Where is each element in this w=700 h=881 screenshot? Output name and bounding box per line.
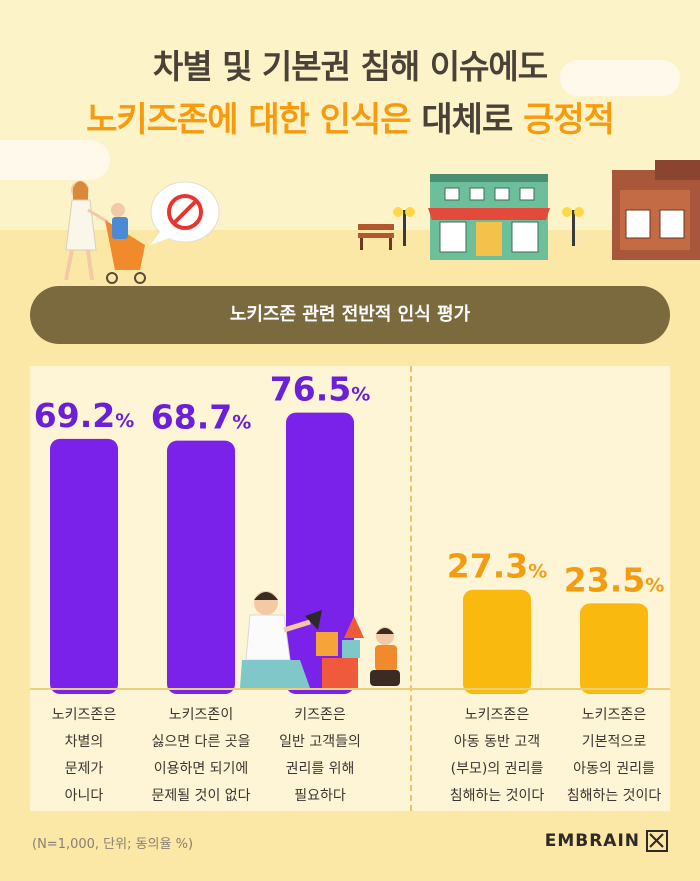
category-label-line: 일반 고객들의 (279, 734, 361, 750)
value-label-2: 68.7% (151, 398, 251, 437)
category-label-line: (부모)의 권리를 (450, 761, 544, 777)
category-label-line: 싫으면 다른 곳을 (151, 734, 251, 750)
title-plain: 대체로 (421, 100, 524, 140)
category-label-line: 노키즈존은 (581, 707, 647, 723)
bar-1 (50, 438, 118, 694)
father-child-blocks-illustration (240, 591, 400, 688)
category-label-line: 키즈존은 (294, 707, 346, 723)
category-label-line: 노키즈존은 (51, 707, 117, 723)
cafe-building-illustration (428, 160, 700, 260)
value-label-4: 27.3% (447, 547, 547, 586)
category-label-line: 노키즈존은 (464, 707, 530, 723)
bar-5 (580, 603, 648, 694)
title-highlight-1: 노키즈존에 대한 인식은 (86, 100, 422, 140)
street-scene-illustration (64, 160, 700, 284)
embrain-logo-icon (646, 830, 668, 852)
category-label-line: 문제될 것이 없다 (151, 788, 251, 804)
category-label-line: 노키즈존이 (168, 707, 234, 723)
no-entry-icon (150, 181, 220, 245)
category-label-line: 아동의 권리를 (573, 761, 655, 777)
category-label-line: 기본적으로 (581, 734, 647, 750)
bar-4 (463, 589, 531, 694)
footnote: (N=1,000, 단위; 동의율 %) (32, 837, 194, 852)
cloud-decoration (0, 140, 110, 180)
bench-illustration (358, 224, 394, 250)
value-label-3: 76.5% (270, 370, 370, 409)
title-line-2: 노키즈존에 대한 인식은 대체로 긍정적 (0, 92, 700, 141)
category-label-line: 아니다 (64, 788, 104, 804)
negative-panel (412, 366, 670, 811)
value-label-5: 23.5% (564, 560, 664, 599)
category-label-line: 필요하다 (294, 788, 346, 804)
category-label-line: 침해하는 것이다 (449, 788, 545, 804)
category-label-line: 이용하면 되기에 (153, 761, 249, 777)
brand-name: EMBRAIN (544, 831, 640, 851)
chart-title-banner: 노키즈존 관련 전반적 인식 평가 (30, 286, 670, 344)
chart-baseline (30, 688, 670, 690)
mother-stroller-illustration (64, 181, 146, 284)
cloud-decoration (560, 60, 680, 96)
category-label-line: 침해하는 것이다 (566, 788, 662, 804)
category-label-line: 차별의 (64, 734, 104, 750)
value-label-1: 69.2% (34, 396, 134, 435)
street-lamp-illustration (393, 207, 584, 246)
title-highlight-2: 긍정적 (523, 100, 615, 140)
title-line-1: 차별 및 기본권 침해 이슈에도 (152, 47, 548, 86)
category-label-line: 문제가 (64, 761, 104, 777)
category-label-line: 아동 동반 고객 (453, 734, 541, 750)
brand-logo: EMBRAIN (545, 830, 668, 852)
bar-2 (167, 440, 235, 694)
category-label-line: 권리를 위해 (285, 761, 355, 777)
